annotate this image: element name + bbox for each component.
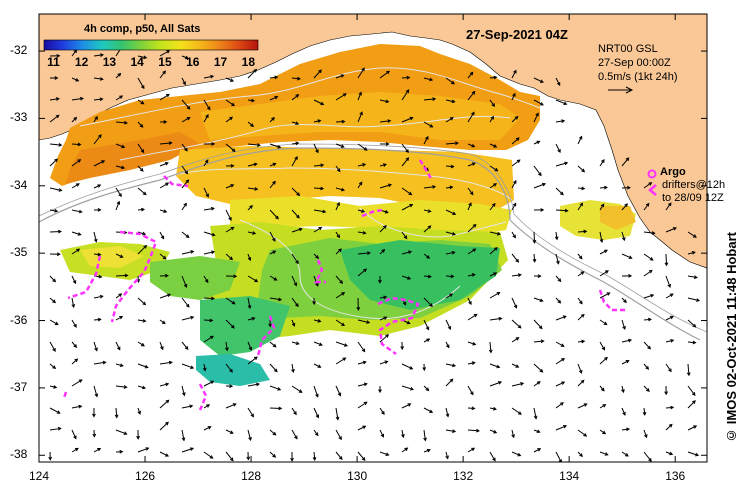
colorbar-tick-label: 13 bbox=[103, 55, 116, 69]
longitude-tick-label: 126 bbox=[135, 469, 155, 483]
colorbar-tick-label: 14 bbox=[130, 55, 143, 69]
latitude-tick-label: -36 bbox=[10, 313, 27, 327]
latitude-tick-label: -34 bbox=[10, 178, 27, 192]
longitude-tick-label: 136 bbox=[665, 469, 685, 483]
colorbar-tick-label: 16 bbox=[186, 55, 199, 69]
drifters-label-1: drifters@12h bbox=[662, 179, 725, 191]
argo-label: Argo bbox=[660, 166, 686, 178]
longitude-tick-label: 128 bbox=[241, 469, 261, 483]
colorbar-title: 4h comp, p50, All Sats bbox=[84, 23, 200, 35]
colorbar-tick-label: 12 bbox=[75, 55, 88, 69]
latitude-tick-label: -37 bbox=[10, 380, 27, 394]
colorbar-tick-label: 18 bbox=[242, 55, 255, 69]
colorbar-tick-label: 17 bbox=[214, 55, 227, 69]
latitude-tick-label: -33 bbox=[10, 110, 27, 124]
colorbar bbox=[44, 40, 258, 50]
latitude-tick-label: -35 bbox=[10, 245, 27, 259]
current-scale: 0.5m/s (1kt 24h) bbox=[598, 71, 677, 83]
drifters-label-2: to 28/09 12Z bbox=[662, 192, 724, 204]
colorbar-tick-label: 11 bbox=[47, 55, 60, 69]
current-time: 27-Sep 00:00Z bbox=[598, 57, 671, 69]
longitude-tick-label: 124 bbox=[29, 469, 49, 483]
longitude-tick-label: 134 bbox=[559, 469, 579, 483]
date-label: 27-Sep-2021 04Z bbox=[466, 27, 568, 42]
credit-text: © IMOS 02-Oct-2021 11:48 Hobart bbox=[724, 232, 739, 443]
current-source: NRT00 GSL bbox=[598, 43, 658, 55]
longitude-tick-label: 132 bbox=[453, 469, 473, 483]
colorbar-tick-label: 15 bbox=[158, 55, 171, 69]
latitude-tick-label: -38 bbox=[10, 447, 27, 461]
longitude-tick-label: 130 bbox=[347, 469, 367, 483]
latitude-tick-label: -32 bbox=[10, 43, 27, 57]
